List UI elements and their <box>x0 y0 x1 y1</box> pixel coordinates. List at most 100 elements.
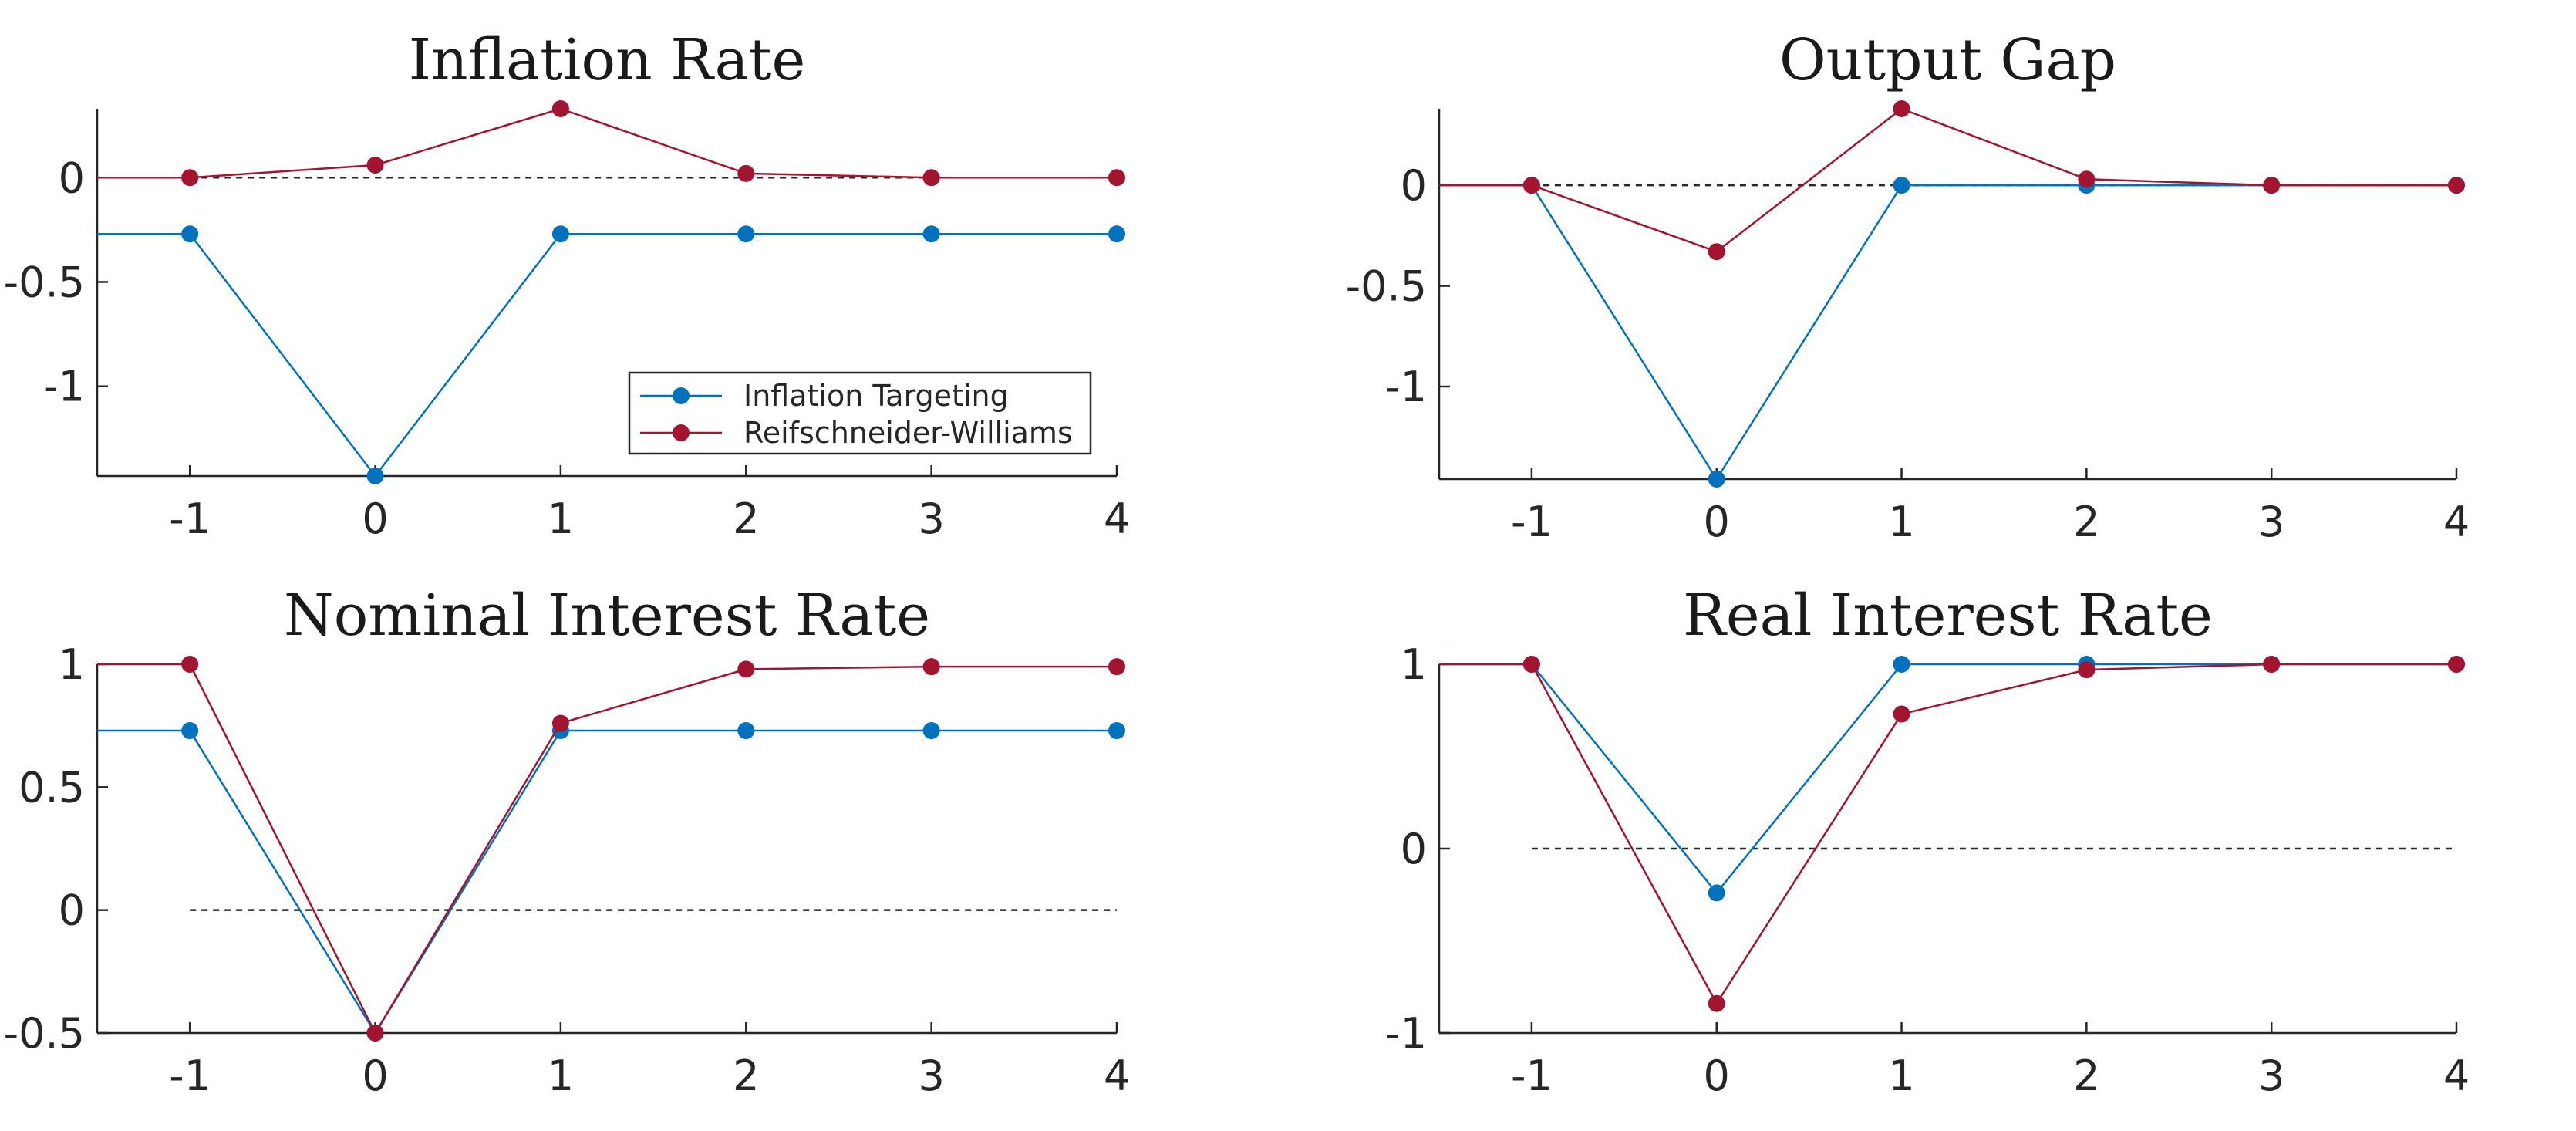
x-tick-label: 0 <box>1704 1052 1730 1100</box>
x-tick-label: 1 <box>548 495 574 543</box>
series-point <box>922 225 940 243</box>
series-point <box>366 157 384 174</box>
series-point <box>551 100 569 117</box>
legend-swatch-marker <box>673 424 690 441</box>
series-point <box>1708 471 1725 488</box>
series-point <box>1708 994 1725 1012</box>
x-tick-label: 1 <box>1888 498 1914 546</box>
series-point <box>1522 656 1540 673</box>
panel-title: Output Gap <box>1779 27 2116 93</box>
y-tick-label: 0 <box>59 154 85 202</box>
panel-marks: -1 0 1 2 3 4 0 -0.5 -1 <box>4 100 1130 543</box>
panel-inflation-rate: Inflation Rate -1 0 1 2 3 4 0 -0.5 -1 <box>4 27 1131 543</box>
y-tick-label: 1 <box>1401 640 1427 689</box>
x-tick-label: -1 <box>169 1052 211 1100</box>
x-tick-label: 4 <box>1104 495 1130 543</box>
series-point <box>551 225 569 243</box>
legend-label: Reifschneider-Williams <box>743 416 1073 450</box>
y-tick-label: 0 <box>1401 161 1427 210</box>
series-point <box>551 714 569 732</box>
panel-title: Nominal Interest Rate <box>284 582 930 649</box>
series-line <box>97 729 1117 1035</box>
series-point <box>181 225 199 243</box>
series-point <box>1108 722 1125 740</box>
x-tick-label: -1 <box>1511 498 1553 546</box>
legend: Inflation Targeting Reifschneider-Willia… <box>628 371 1092 455</box>
series-point <box>181 169 199 187</box>
y-tick-label: 0.5 <box>19 763 85 812</box>
x-tick-label: 2 <box>2073 1052 2099 1100</box>
legend-label: Inflation Targeting <box>743 379 1009 413</box>
panel-marks: -1 0 1 2 3 4 1 0 -1 <box>1385 640 2470 1100</box>
panel-title: Real Interest Rate <box>1683 582 2213 649</box>
legend-box <box>628 371 1092 455</box>
y-tick-label: -0.5 <box>1346 262 1427 311</box>
x-tick-label: 0 <box>1704 498 1730 546</box>
series-point <box>1108 169 1125 187</box>
x-tick-label: 0 <box>362 495 388 543</box>
legend-swatch-marker <box>673 387 690 404</box>
series-point <box>1108 658 1125 676</box>
series-point <box>1893 656 1910 673</box>
y-tick-label: -1 <box>1385 1009 1427 1058</box>
series-point <box>366 1025 384 1042</box>
series-point <box>1708 884 1725 902</box>
series-point <box>737 660 755 678</box>
series-point <box>2078 170 2096 188</box>
series-point <box>737 225 755 243</box>
legend-item-reifschneider-williams: Reifschneider-Williams <box>640 416 1073 450</box>
x-tick-label: 3 <box>2258 498 2284 546</box>
series-line <box>1439 184 2456 481</box>
x-tick-label: 3 <box>918 1052 944 1100</box>
series-point <box>1708 243 1725 261</box>
series-line <box>97 663 1117 1035</box>
x-tick-label: 2 <box>2073 498 2099 546</box>
x-tick-label: 0 <box>362 1052 388 1100</box>
series-point <box>1893 705 1910 723</box>
x-tick-label: 3 <box>2258 1052 2284 1100</box>
x-tick-label: 1 <box>1888 1052 1914 1100</box>
y-tick-label: 0 <box>1401 825 1427 873</box>
series-point <box>366 468 384 484</box>
y-tick-label: 1 <box>59 640 85 689</box>
series-point <box>1893 100 1910 117</box>
y-tick-label: -1 <box>43 363 85 411</box>
series-point <box>737 164 755 182</box>
y-tick-label: -0.5 <box>4 258 85 306</box>
series-point <box>2448 656 2465 673</box>
series-point <box>737 722 755 740</box>
series-point <box>1522 177 1540 194</box>
series-point <box>181 722 199 740</box>
series-point <box>2263 656 2281 673</box>
series-point <box>922 722 940 740</box>
series-point <box>1893 177 1910 194</box>
x-tick-label: 4 <box>2443 498 2470 546</box>
y-tick-label: 0 <box>59 886 85 935</box>
y-tick-label: -0.5 <box>4 1009 85 1058</box>
series-line <box>1439 107 2456 253</box>
series-point <box>2263 177 2281 194</box>
panel-nominal-interest-rate: Nominal Interest Rate -1 0 1 2 3 4 1 0.5 0 -0.5 <box>4 582 1131 1100</box>
x-tick-label: -1 <box>1511 1052 1553 1100</box>
panel-marks: -1 0 1 2 3 4 1 0.5 0 -0.5 <box>4 640 1131 1100</box>
series-line <box>1439 663 2456 1005</box>
x-tick-label: -1 <box>169 495 211 543</box>
series-point <box>181 656 199 673</box>
series-line <box>97 107 1117 179</box>
panel-title: Inflation Rate <box>409 27 806 93</box>
series-line <box>1439 663 2456 894</box>
series-point <box>2448 177 2465 194</box>
x-tick-label: 4 <box>2443 1052 2470 1100</box>
series-point <box>922 169 940 187</box>
x-tick-label: 2 <box>733 495 759 543</box>
series-point <box>1108 225 1125 243</box>
series-point <box>922 658 940 676</box>
x-tick-label: 1 <box>548 1052 574 1100</box>
series-point <box>2078 661 2096 679</box>
x-tick-label: 4 <box>1104 1052 1130 1100</box>
panel-marks: -1 0 1 2 3 4 0 -0.5 -1 <box>1346 100 2470 546</box>
panel-output-gap: Output Gap -1 0 1 2 3 4 0 -0.5 -1 <box>1346 27 2470 546</box>
panel-real-interest-rate: Real Interest Rate -1 0 1 2 3 4 1 0 -1 <box>1385 582 2470 1100</box>
legend-item-inflation-targeting: Inflation Targeting <box>640 379 1009 413</box>
